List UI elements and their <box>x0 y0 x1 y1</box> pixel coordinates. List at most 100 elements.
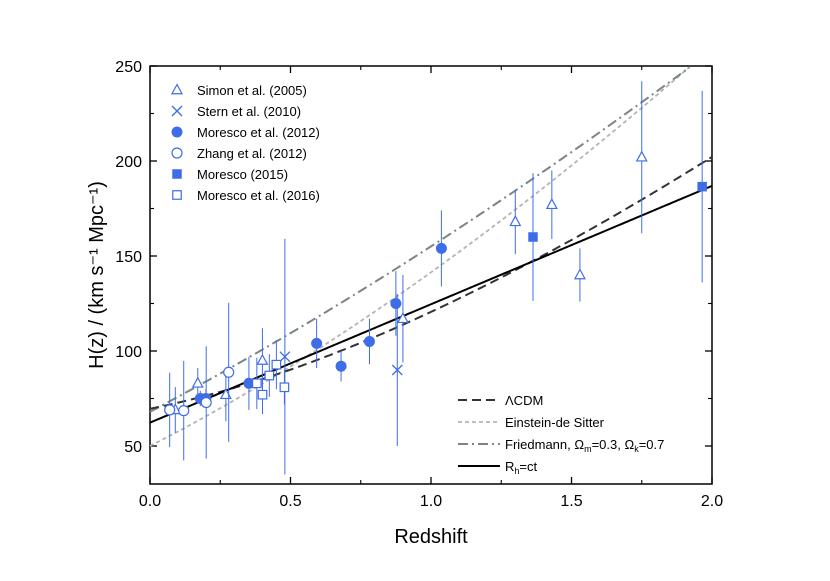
legend-label: Friedmann, Ωm=0.3, Ωk=0.7 <box>505 437 664 454</box>
data-point <box>391 364 403 376</box>
legend-subscript: m <box>584 444 592 454</box>
square-marker <box>264 370 275 381</box>
cross-stroke <box>279 351 291 363</box>
legend-text-part: Einstein-de Sitter <box>505 415 605 430</box>
data-point <box>396 311 409 324</box>
square-marker <box>279 382 290 393</box>
triangle-marker <box>573 268 586 280</box>
legend-text-part: R <box>505 459 514 474</box>
x-tick-label: 1.5 <box>560 493 582 510</box>
circle-marker <box>171 126 183 138</box>
circle-marker <box>311 337 323 349</box>
curve-rhct <box>149 184 713 424</box>
data-point <box>573 268 586 280</box>
legend-marker <box>172 169 182 179</box>
data-point <box>545 197 558 210</box>
legend-subscript: k <box>634 444 639 454</box>
data-point <box>191 376 204 388</box>
x-axis-title: Redshift <box>394 526 468 548</box>
series-circle-filled <box>194 210 447 410</box>
legend-label: Simon et al. (2005) <box>197 83 307 98</box>
legend-text-part: Friedmann, Ω <box>505 437 584 452</box>
square-marker <box>271 359 282 370</box>
axis-ticks: 0.0 0.5 1.0 1.5 2.0 50 100 150 200 250 <box>115 59 723 510</box>
y-axis-title: H(z) / (km s⁻¹ Mpc⁻¹) <box>86 181 108 369</box>
legend-label: Zhang et al. (2012) <box>197 146 307 161</box>
x-tick-label: 1.0 <box>420 493 442 510</box>
triangle-marker <box>545 197 558 210</box>
legend-marker <box>172 190 182 200</box>
legend-text-part: =ct <box>519 459 537 474</box>
data-point <box>264 370 275 381</box>
y-tick-label: 150 <box>115 249 142 266</box>
legend-label: Rh=ct <box>505 459 537 476</box>
legend-subscript: h <box>514 466 519 476</box>
square-marker <box>172 190 182 200</box>
y-tick-label: 200 <box>115 154 142 171</box>
data-point <box>271 359 282 370</box>
cross-stroke <box>171 105 183 117</box>
circle-marker <box>178 405 190 417</box>
y-tick-label: 100 <box>115 344 142 361</box>
data-point <box>528 232 538 242</box>
data-point <box>178 405 190 417</box>
data-point <box>509 215 522 227</box>
legend-marker <box>171 105 183 117</box>
circle-marker <box>363 336 375 347</box>
data-point <box>335 360 347 372</box>
curve-open <box>149 66 691 413</box>
legend-text-part: =0.7 <box>639 437 665 452</box>
legend-label: Moresco et al. (2016) <box>197 188 320 203</box>
x-tick-label: 0.0 <box>139 493 161 510</box>
legend-label: Einstein-de Sitter <box>505 415 605 430</box>
circle-marker <box>171 147 183 159</box>
square-marker <box>257 389 268 400</box>
triangle-marker <box>191 376 204 388</box>
legend-label: ΛCDM <box>505 393 543 408</box>
data-point <box>256 353 269 365</box>
series-square-open <box>251 340 290 415</box>
triangle-marker <box>635 150 648 162</box>
series-cross <box>279 238 403 475</box>
data-point <box>251 378 262 389</box>
triangle-marker <box>170 83 184 95</box>
model-curves <box>149 66 713 447</box>
legend-text-part: =0.3, Ω <box>592 437 635 452</box>
legend-marker <box>171 147 183 159</box>
cross-stroke <box>391 364 403 376</box>
data-point <box>390 298 402 309</box>
data-point <box>279 351 291 363</box>
legend-label: Moresco et al. (2012) <box>197 125 320 140</box>
x-tick-label: 2.0 <box>701 493 723 510</box>
data-point <box>223 366 235 378</box>
series-square-filled <box>528 90 707 301</box>
data-points <box>164 81 707 475</box>
data-point <box>257 389 268 400</box>
legend-model-curves: ΛCDM Einstein-de Sitter Friedmann, Ωm=0.3,… <box>458 393 664 476</box>
data-point <box>435 242 447 254</box>
y-tick-label: 50 <box>124 439 142 456</box>
curve-lcdm <box>149 156 713 410</box>
x-tick-label: 0.5 <box>279 493 301 510</box>
legend-label: Stern et al. (2010) <box>197 104 301 119</box>
legend-marker <box>170 83 184 95</box>
data-point <box>279 382 290 393</box>
triangle-marker <box>396 311 409 324</box>
square-marker <box>251 378 262 389</box>
legend-text-part: ΛCDM <box>505 393 543 408</box>
curve-eds <box>149 66 691 447</box>
data-point <box>635 150 648 162</box>
data-point <box>697 181 707 192</box>
circle-marker <box>223 366 235 378</box>
circle-marker <box>200 396 212 409</box>
data-point <box>311 337 323 349</box>
circle-marker <box>435 242 447 254</box>
triangle-marker <box>509 215 522 227</box>
data-point <box>363 336 375 347</box>
series-circle-open <box>164 302 235 461</box>
circle-marker <box>164 404 176 416</box>
legend-label: Moresco (2015) <box>197 167 288 182</box>
legend-marker <box>171 126 183 138</box>
y-tick-label: 250 <box>115 59 142 76</box>
